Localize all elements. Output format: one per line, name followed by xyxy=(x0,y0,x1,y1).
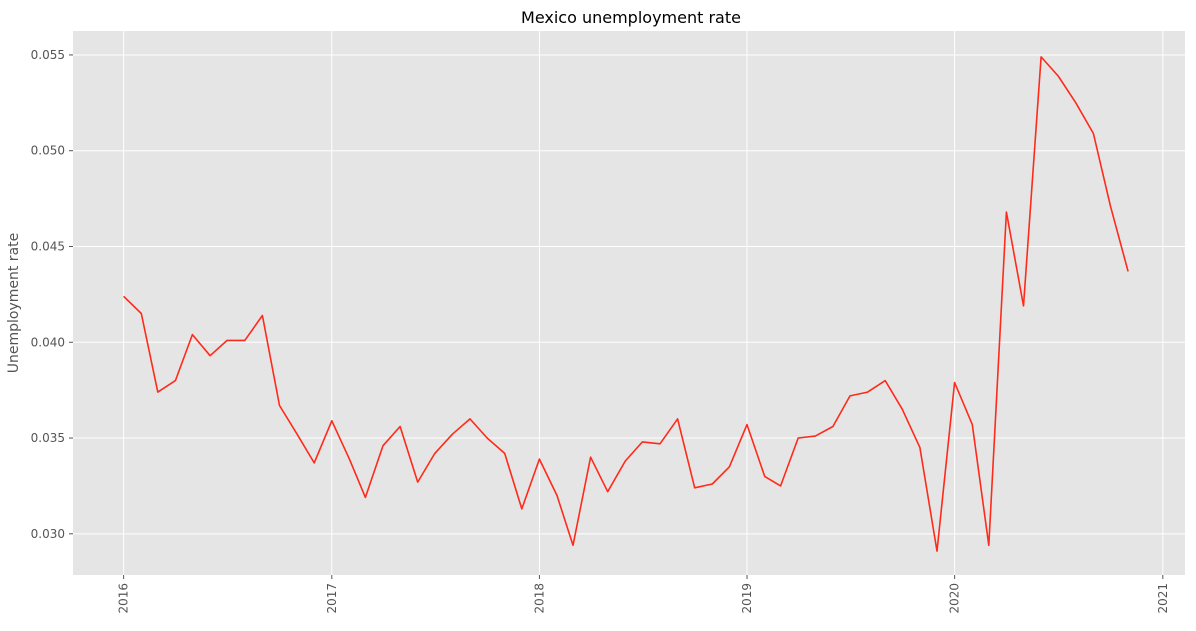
data-point xyxy=(971,423,974,426)
series-layer xyxy=(122,55,1130,553)
data-point xyxy=(711,483,714,486)
data-point xyxy=(953,381,956,384)
y-tick-label: 0.035 xyxy=(31,431,65,445)
data-point xyxy=(866,391,869,394)
data-point xyxy=(261,314,264,317)
x-tick-label: 2016 xyxy=(117,583,131,614)
data-point xyxy=(987,544,990,547)
data-point xyxy=(728,465,731,468)
data-point xyxy=(606,490,609,493)
data-point xyxy=(433,452,436,455)
x-tick-label: 2020 xyxy=(948,583,962,614)
y-tick-label: 0.030 xyxy=(31,527,65,541)
data-point xyxy=(1074,101,1077,104)
x-tick-label: 2021 xyxy=(1156,583,1170,614)
data-point xyxy=(676,417,679,420)
y-tick-label: 0.055 xyxy=(31,48,65,62)
x-tick-label: 2018 xyxy=(532,583,546,614)
data-point xyxy=(416,481,419,484)
data-point xyxy=(469,417,472,420)
data-point xyxy=(658,442,661,445)
data-point xyxy=(243,339,246,342)
data-point xyxy=(451,433,454,436)
data-point xyxy=(486,437,489,440)
data-point xyxy=(571,544,574,547)
data-point xyxy=(901,408,904,411)
data-point xyxy=(399,425,402,428)
plot-area xyxy=(73,31,1185,575)
data-point xyxy=(1022,304,1025,307)
x-tick-label: 2017 xyxy=(325,583,339,614)
data-point xyxy=(381,444,384,447)
data-point xyxy=(1109,205,1112,208)
data-point xyxy=(296,433,299,436)
data-point xyxy=(797,437,800,440)
chart-title: Mexico unemployment rate xyxy=(521,8,741,27)
data-point xyxy=(1092,132,1095,135)
data-point xyxy=(1040,55,1043,58)
y-axis-label: Unemployment rate xyxy=(6,233,22,374)
data-point xyxy=(348,458,351,461)
data-point xyxy=(122,295,125,298)
data-point xyxy=(174,379,177,382)
data-point xyxy=(624,460,627,463)
data-point xyxy=(763,475,766,478)
x-tick-label: 2019 xyxy=(740,583,754,614)
data-point xyxy=(140,312,143,315)
data-point xyxy=(313,461,316,464)
y-axis-ticks: 0.030 0.035 0.040 0.045 0.050 0.055 xyxy=(31,48,73,541)
data-point xyxy=(278,404,281,407)
x-axis-ticks: 2016 2017 2018 2019 2020 2021 xyxy=(117,575,1170,614)
data-point xyxy=(848,394,851,397)
data-point xyxy=(936,550,939,553)
data-point xyxy=(814,435,817,438)
data-point xyxy=(779,484,782,487)
data-point xyxy=(641,440,644,443)
y-tick-label: 0.045 xyxy=(31,239,65,253)
y-tick-label: 0.050 xyxy=(31,144,65,158)
data-point xyxy=(520,507,523,510)
data-point xyxy=(1057,75,1060,78)
data-point xyxy=(1005,211,1008,214)
y-tick-label: 0.040 xyxy=(31,335,65,349)
data-point xyxy=(556,494,559,497)
data-point xyxy=(918,446,921,449)
data-point xyxy=(156,391,159,394)
data-point xyxy=(538,458,541,461)
data-point xyxy=(589,456,592,459)
data-point xyxy=(330,419,333,422)
grid xyxy=(73,31,1185,575)
data-point xyxy=(503,452,506,455)
data-point xyxy=(191,333,194,336)
data-point xyxy=(831,425,834,428)
data-point xyxy=(693,486,696,489)
data-point xyxy=(209,354,212,357)
data-point xyxy=(364,496,367,499)
series-line xyxy=(123,56,1129,552)
data-point xyxy=(746,423,749,426)
data-point xyxy=(226,339,229,342)
data-point xyxy=(1127,270,1130,273)
data-point xyxy=(884,379,887,382)
